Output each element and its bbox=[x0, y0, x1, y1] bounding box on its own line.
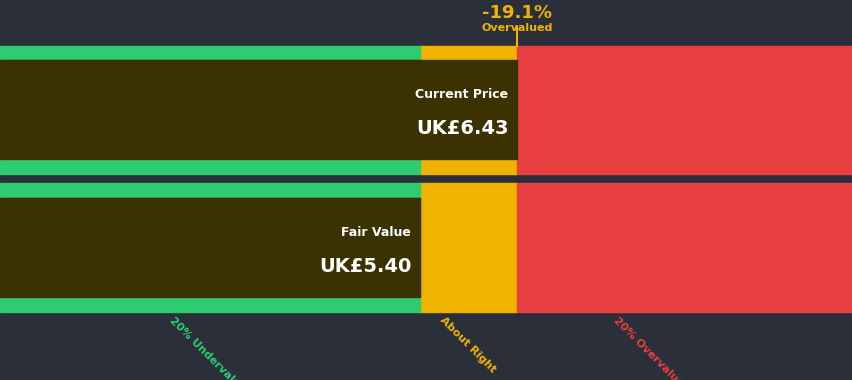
Bar bbox=[0, 60, 419, 159]
Text: UK£6.43: UK£6.43 bbox=[416, 119, 508, 138]
Text: UK£5.40: UK£5.40 bbox=[319, 257, 411, 276]
Bar bbox=[516, 184, 852, 312]
Bar bbox=[0, 159, 419, 174]
Bar bbox=[0, 198, 419, 297]
Text: 20% Overvalued: 20% Overvalued bbox=[611, 315, 690, 380]
Text: -19.1%: -19.1% bbox=[481, 4, 551, 22]
Bar bbox=[0, 297, 419, 312]
Bar bbox=[0, 60, 516, 159]
Bar bbox=[0, 184, 419, 198]
Bar bbox=[0, 46, 419, 60]
Bar bbox=[0, 198, 419, 297]
Bar bbox=[419, 184, 516, 312]
Bar bbox=[419, 46, 516, 174]
Text: 20% Undervalued: 20% Undervalued bbox=[167, 315, 252, 380]
Text: About Right: About Right bbox=[438, 315, 498, 375]
Text: Overvalued: Overvalued bbox=[481, 23, 552, 33]
Text: Current Price: Current Price bbox=[415, 88, 508, 101]
Text: Fair Value: Fair Value bbox=[341, 226, 411, 239]
Bar bbox=[516, 46, 852, 174]
